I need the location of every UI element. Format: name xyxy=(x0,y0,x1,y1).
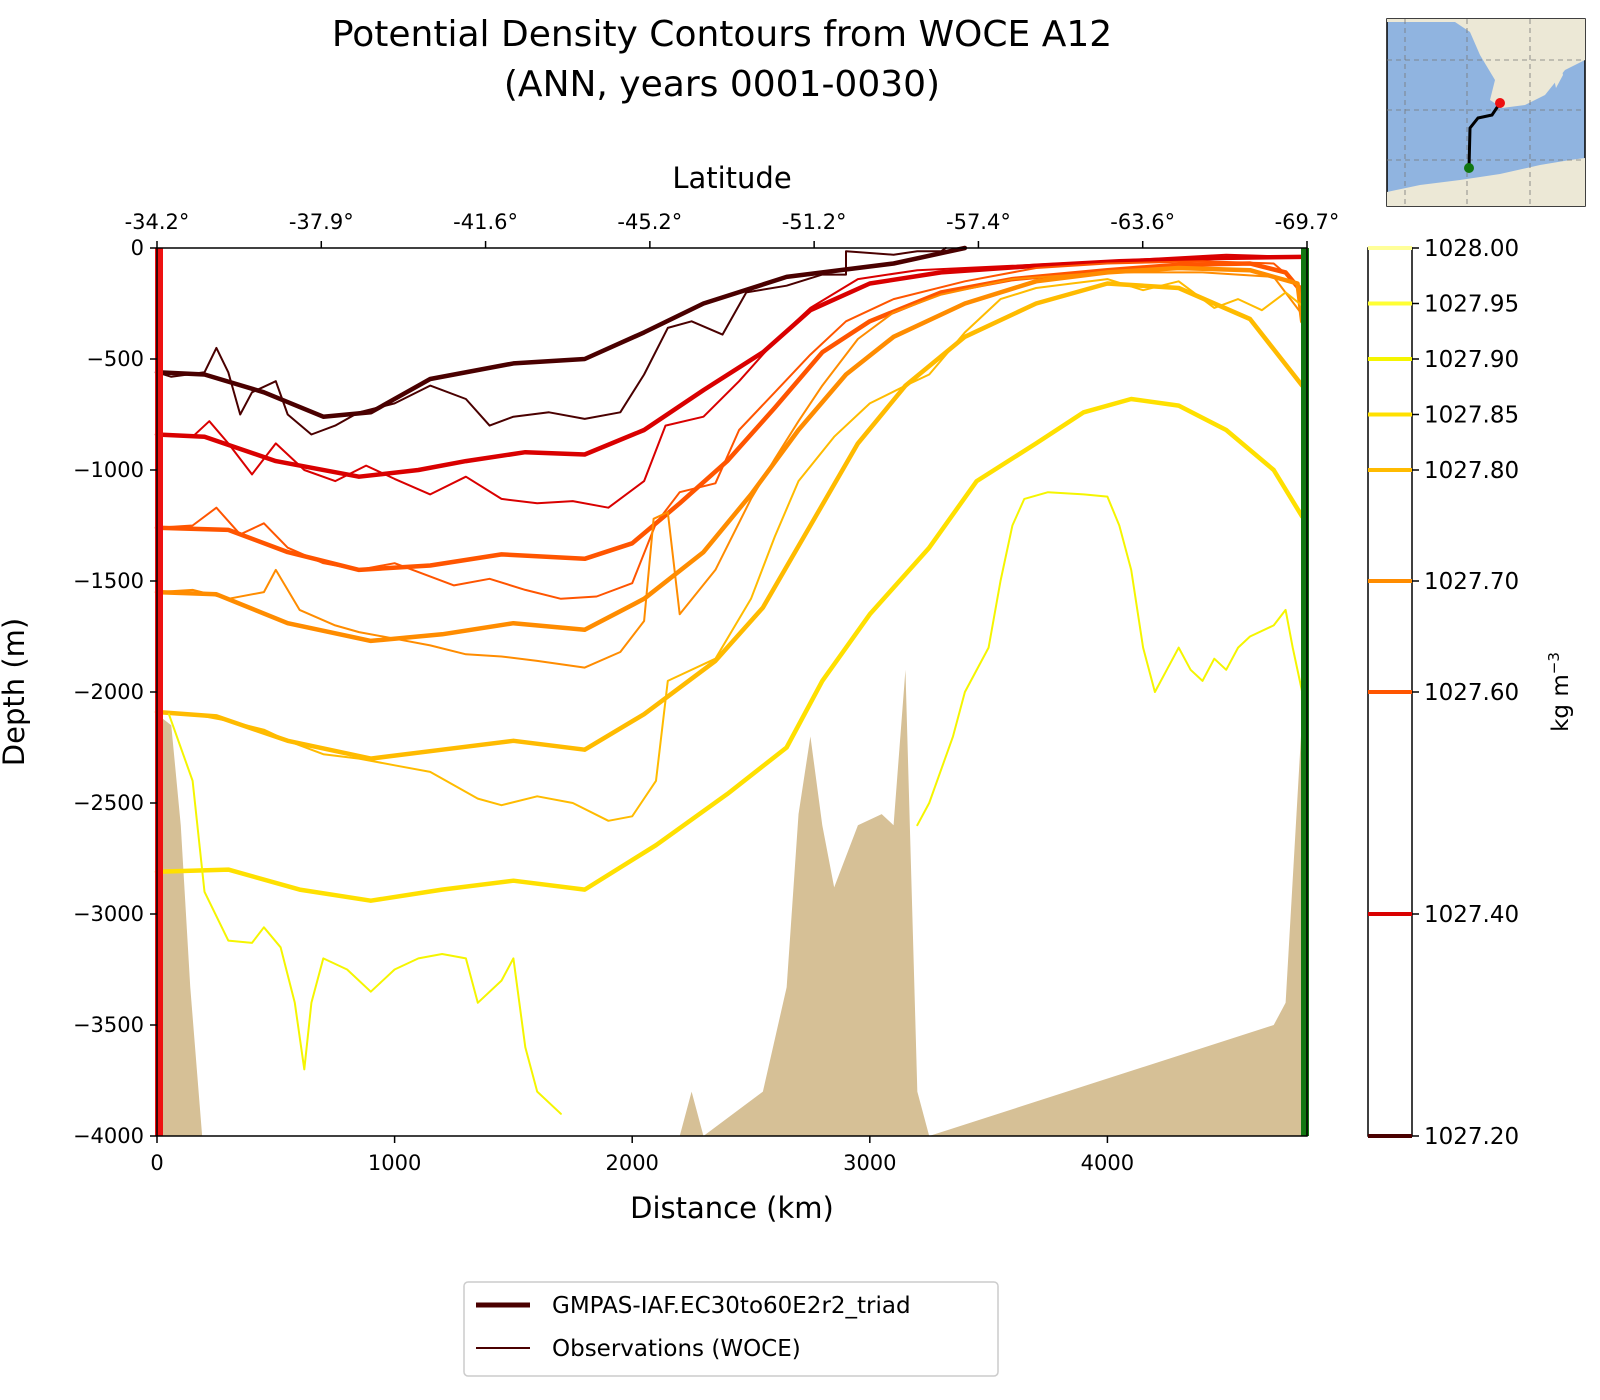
colorbar-tick-label: 1027.70 xyxy=(1424,569,1519,595)
latitude-tick-label: -69.7° xyxy=(1275,210,1340,234)
contour-model-1027-4-2 xyxy=(154,254,1305,479)
map-inset xyxy=(1386,18,1586,207)
x-tick-label: 1000 xyxy=(368,1151,421,1175)
y-tick-label: −1500 xyxy=(73,569,144,593)
section-start-marker xyxy=(1495,98,1505,108)
latitude-tick-label: -37.9° xyxy=(289,210,354,234)
colorbar-tick-label: 1027.95 xyxy=(1424,292,1519,318)
x-tick-label: 2000 xyxy=(605,1151,658,1175)
y-tick-label: 0 xyxy=(131,236,144,260)
y-tick-label: −4000 xyxy=(73,1124,144,1148)
y-tick-label: −500 xyxy=(86,347,144,371)
bathymetry-fill xyxy=(157,669,1303,1136)
x-tick-label: 3000 xyxy=(843,1151,896,1175)
latitude-tick-label: -41.6° xyxy=(453,210,518,234)
section-track xyxy=(1467,102,1502,169)
colorbar: 1028.00 1027.95 1027.90 1027.85 1027.80 1027.… xyxy=(1367,236,1574,1150)
y-tick-label: −2000 xyxy=(73,680,144,704)
colorbar-tick-label: 1027.85 xyxy=(1424,403,1519,429)
contour-obs-1027-9-12 xyxy=(167,713,562,1115)
legend-obs-label: Observations (WOCE) xyxy=(552,1336,801,1362)
y-tick-label: −2500 xyxy=(73,791,144,815)
contour-model-1027-2-0 xyxy=(154,245,968,419)
x-tick-label: 4000 xyxy=(1081,1151,1134,1175)
colorbar-tick-label: 1027.40 xyxy=(1424,902,1519,928)
y-tick-label: −1000 xyxy=(73,458,144,482)
section-end-marker xyxy=(1464,163,1474,173)
colorbar-label: kg m−3 xyxy=(1545,652,1574,732)
top-axis-label: Latitude xyxy=(672,161,791,195)
colorbar-tick-label: 1027.90 xyxy=(1424,347,1519,373)
contour-model-1027-8-8 xyxy=(154,281,1305,761)
contour-model-1027-6-4 xyxy=(154,261,1305,573)
colorbar-tick-label: 1027.60 xyxy=(1424,680,1519,706)
contour-obs-1027-7-7 xyxy=(156,271,1304,669)
plot-area: 0 −500 −1000 −1500 −2000 −2500 −3000 −3500 −4000… xyxy=(0,161,1339,1225)
y-tick-label: −3000 xyxy=(73,902,144,926)
latitude-tick-label: -63.6° xyxy=(1110,210,1175,234)
legend: GMPAS-IAF.EC30to60E2r2_triad Observation… xyxy=(463,1281,999,1377)
y-tick-label: −3500 xyxy=(73,1013,144,1037)
x-tick-label: 0 xyxy=(150,1151,163,1175)
latitude-tick-label: -51.2° xyxy=(782,210,847,234)
contour-model-1027-85-10 xyxy=(154,396,1305,903)
y-axis-label: Depth (m) xyxy=(0,618,31,766)
chart-title-line-2: (ANN, years 0001-0030) xyxy=(504,64,940,105)
chart-title-line-1: Potential Density Contours from WOCE A12 xyxy=(332,14,1112,55)
colorbar-tick-label: 1027.80 xyxy=(1424,458,1519,484)
africa-landmass xyxy=(1387,19,1585,108)
latitude-tick-label: -45.2° xyxy=(617,210,682,234)
contour-obs-1027-2-1 xyxy=(156,247,947,436)
madagascar-landmass xyxy=(1552,60,1563,88)
contour-model-1027-7-6 xyxy=(154,265,1305,644)
latitude-tick-label: -34.2° xyxy=(125,210,190,234)
contour-obs-1027-9-13 xyxy=(916,491,1304,827)
antarctica-landmass xyxy=(1387,158,1585,206)
x-axis-label: Distance (km) xyxy=(630,1191,834,1225)
plot-frame xyxy=(156,247,1308,1137)
contour-obs-1027-4-3 xyxy=(156,253,1299,509)
contour-obs-1027-8-9 xyxy=(156,278,1304,822)
colorbar-tick-label: 1028.00 xyxy=(1424,236,1519,262)
contour-obs-1027-6-5 xyxy=(156,260,1304,600)
legend-model-label: GMPAS-IAF.EC30to60E2r2_triad xyxy=(552,1293,911,1319)
latitude-tick-label: -57.4° xyxy=(946,210,1011,234)
colorbar-tick-label: 1027.20 xyxy=(1424,1124,1519,1150)
